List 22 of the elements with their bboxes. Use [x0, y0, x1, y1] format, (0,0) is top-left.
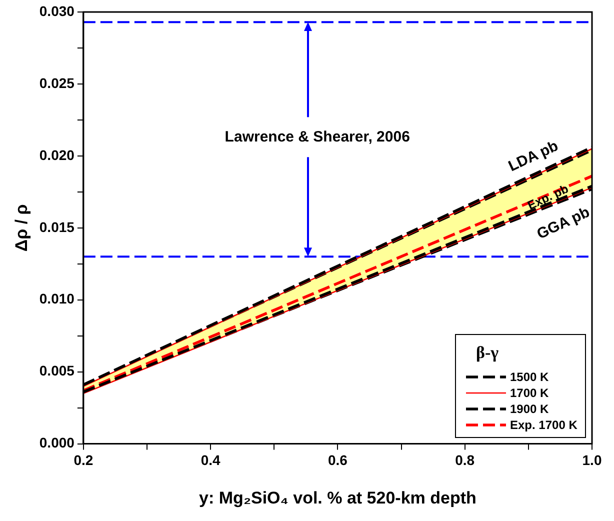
y-tick-label: 0.030 [39, 2, 75, 19]
y-tick-label: 0.020 [39, 146, 75, 163]
annotation: Exp. pb [525, 182, 571, 213]
x-axis-title: y: Mg₂SiO₄ vol. % at 520-km depth [199, 488, 476, 508]
y-tick-label: 0.010 [39, 290, 75, 307]
legend-title: β-γ [476, 342, 500, 363]
legend-label: 1500 K [510, 370, 549, 384]
y-tick-label: 0.025 [39, 74, 75, 91]
legend-label: 1900 K [510, 402, 549, 416]
legend-label: Exp. 1700 K [510, 418, 578, 432]
y-tick-label: 0.015 [39, 218, 75, 235]
annotation: LDA pb [506, 137, 561, 176]
annotation: Lawrence & Shearer, 2006 [224, 128, 410, 146]
y-tick-label: 0.005 [39, 362, 75, 379]
x-tick-label: 0.8 [455, 452, 475, 468]
x-tick-label: 1.0 [582, 452, 602, 468]
x-tick-label: 0.6 [328, 452, 348, 468]
x-tick-label: 0.2 [74, 452, 94, 468]
y-axis-title: Δρ / ρ [12, 204, 31, 252]
x-tick-label: 0.4 [200, 452, 221, 468]
legend-label: 1700 K [510, 386, 549, 400]
y-tick-label: 0.000 [39, 434, 75, 451]
